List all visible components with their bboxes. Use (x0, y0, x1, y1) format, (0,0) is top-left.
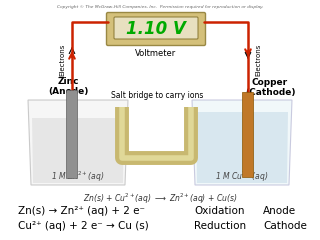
Text: Cu²⁺ (aq) + 2 e⁻ → Cu (s): Cu²⁺ (aq) + 2 e⁻ → Cu (s) (18, 221, 149, 231)
Bar (242, 92, 253, 177)
Text: Cathode: Cathode (263, 221, 307, 231)
Text: Electrons: Electrons (255, 44, 261, 76)
Text: Copyright © The McGraw-Hill Companies, Inc.  Permission required for reproductio: Copyright © The McGraw-Hill Companies, I… (57, 5, 263, 9)
Polygon shape (28, 100, 128, 185)
Text: 1.10 V: 1.10 V (126, 20, 186, 38)
Text: Zn(s) + Cu$^{2+}$(aq) $\longrightarrow$ Zn$^{2+}$(aq) + Cu(s): Zn(s) + Cu$^{2+}$(aq) $\longrightarrow$ … (83, 192, 237, 206)
Polygon shape (196, 112, 288, 183)
Polygon shape (192, 100, 292, 185)
Text: Zn(s) → Zn²⁺ (aq) + 2 e⁻: Zn(s) → Zn²⁺ (aq) + 2 e⁻ (18, 206, 145, 216)
FancyBboxPatch shape (114, 17, 198, 39)
Text: Zinc
(Anode): Zinc (Anode) (48, 77, 88, 96)
FancyBboxPatch shape (107, 12, 205, 46)
Text: Copper
(Cathode): Copper (Cathode) (245, 78, 295, 97)
Text: Salt bridge to carry ions: Salt bridge to carry ions (111, 91, 203, 100)
Text: Voltmeter: Voltmeter (135, 49, 177, 58)
Polygon shape (32, 118, 124, 183)
Text: 1 M Cu$^{2+}$(aq): 1 M Cu$^{2+}$(aq) (215, 170, 269, 184)
Text: Reduction: Reduction (194, 221, 246, 231)
Bar (66, 90, 77, 178)
Text: Oxidation: Oxidation (194, 206, 244, 216)
Text: Electrons: Electrons (59, 44, 65, 76)
Text: 1 M Zn$^{2+}$(aq): 1 M Zn$^{2+}$(aq) (51, 170, 105, 184)
Text: Anode: Anode (263, 206, 296, 216)
